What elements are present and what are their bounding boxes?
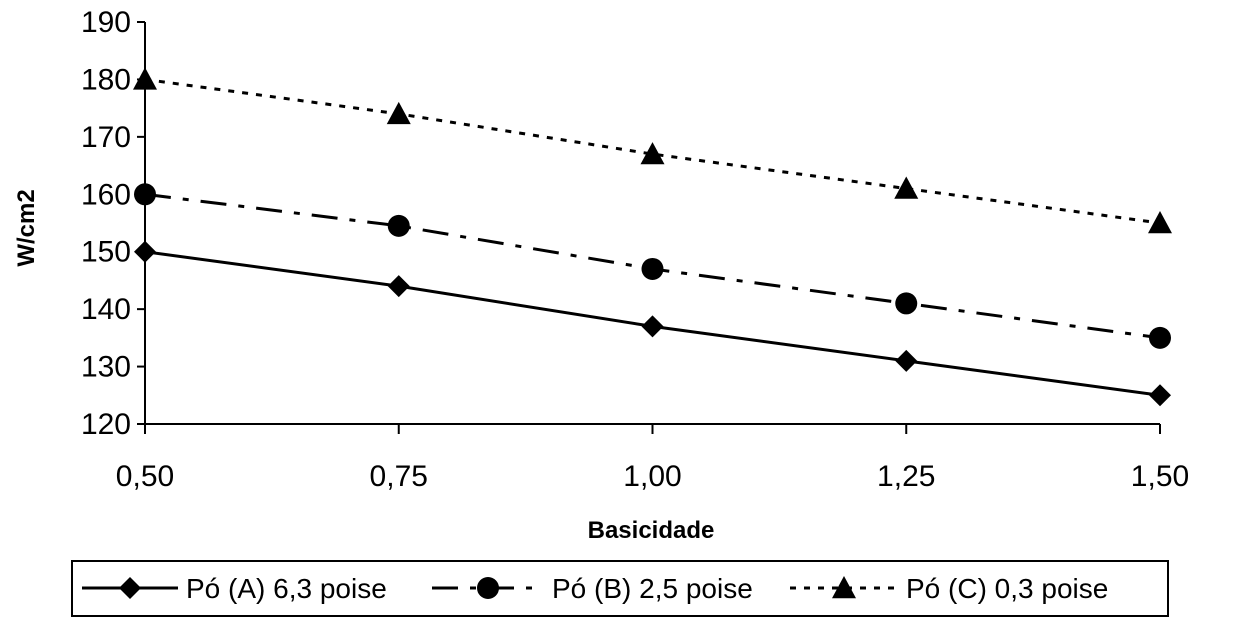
legend-label: Pó (A) 6,3 poise xyxy=(186,573,387,604)
legend-label: Pó (C) 0,3 poise xyxy=(906,573,1108,604)
series-line xyxy=(144,77,1161,225)
x-tick-label: 0,75 xyxy=(370,460,428,493)
axes: 120 130 140 150 160 170 180 190 0,50 0,75 1,00 1,25… xyxy=(81,6,1189,493)
x-tick-label: 1,25 xyxy=(877,460,935,493)
legend-marker xyxy=(119,577,141,599)
legend-box xyxy=(71,560,1169,617)
data-point xyxy=(640,142,665,165)
data-point xyxy=(895,292,918,315)
legend-item-3: Pó (C) 0,3 poise xyxy=(790,573,1108,604)
data-point xyxy=(387,214,410,237)
data-point xyxy=(386,101,411,125)
x-axis-title: Basicidade xyxy=(588,517,715,544)
series-2 xyxy=(134,183,1171,349)
data-point xyxy=(387,275,410,298)
y-tick-label: 160 xyxy=(81,178,131,211)
y-tick-label: 170 xyxy=(81,121,131,154)
plot-series xyxy=(133,67,1172,407)
y-tick-label: 180 xyxy=(81,63,131,96)
y-tick-label: 120 xyxy=(81,408,131,441)
legend-item-2: Pó (B) 2,5 poise xyxy=(432,573,753,604)
y-axis-title: W/cm2 xyxy=(13,189,40,266)
data-point xyxy=(134,183,156,206)
legend-marker xyxy=(832,576,856,599)
data-point xyxy=(641,257,664,280)
x-tick-label: 1,00 xyxy=(623,460,681,493)
legend: Pó (A) 6,3 poise Pó (B) 2,5 poise Pó (C) 0… xyxy=(71,560,1169,617)
y-tick-label: 140 xyxy=(81,293,131,326)
series-3 xyxy=(133,67,1172,234)
data-point xyxy=(1149,326,1171,349)
data-point xyxy=(894,176,919,199)
y-tick-label: 130 xyxy=(81,351,131,384)
legend-marker xyxy=(477,577,499,599)
data-point xyxy=(895,349,918,372)
data-point xyxy=(134,240,156,263)
series-1 xyxy=(134,240,1171,407)
x-tick-label: 1,50 xyxy=(1131,460,1189,493)
legend-label: Pó (B) 2,5 poise xyxy=(552,573,753,604)
legend-item-1: Pó (A) 6,3 poise xyxy=(82,573,387,604)
y-tick-label: 190 xyxy=(81,6,131,39)
data-point xyxy=(641,315,664,338)
data-point xyxy=(1148,211,1172,234)
y-tick-label: 150 xyxy=(81,236,131,269)
data-point xyxy=(133,67,157,90)
x-tick-label: 0,50 xyxy=(116,460,174,493)
data-point xyxy=(1149,384,1171,407)
